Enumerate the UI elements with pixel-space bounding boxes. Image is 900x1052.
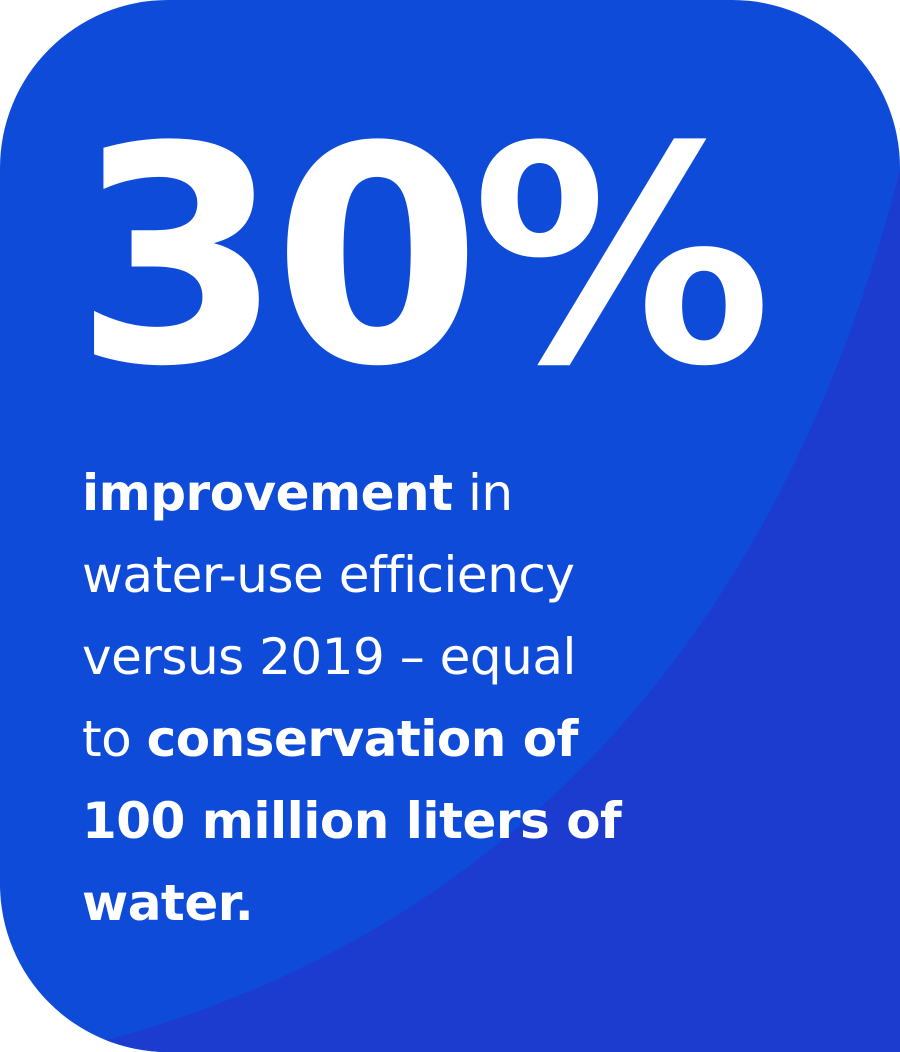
stat-caption: improvement in water-use efficiency vers… [82,452,802,944]
caption-line-2: water-use efficiency [82,546,575,604]
caption-line-5: 100 million liters of [82,792,622,850]
caption-line-6: water. [82,874,254,932]
caption-line-3: versus 2019 – equal [82,628,576,686]
caption-emphasis-conservation: conservation of [146,710,579,768]
caption-line-1: improvement in [82,452,802,534]
caption-line-4: to conservation of [82,698,802,780]
caption-emphasis-improvement: improvement [82,464,453,522]
caption-text-to: to [82,710,147,768]
stat-value: 30% [74,83,772,432]
caption-text-in: in [452,464,513,522]
